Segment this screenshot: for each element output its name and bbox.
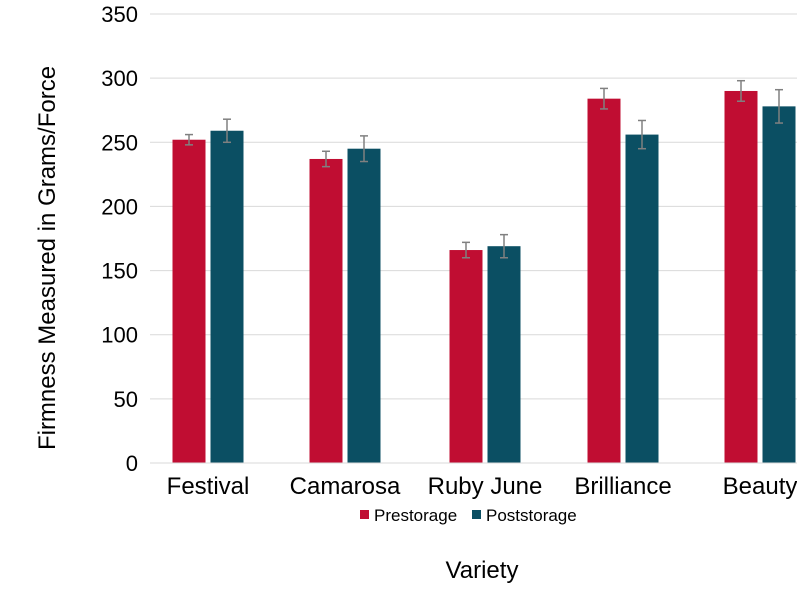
y-axis-title: Firmness Measured in Grams/Force xyxy=(34,66,61,450)
x-tick-label: Brilliance xyxy=(574,473,671,500)
bar-prestorage-beauty xyxy=(724,90,758,463)
bars xyxy=(172,90,796,464)
error-bar xyxy=(322,150,330,168)
legend-swatch xyxy=(472,510,481,519)
bar-poststorage-festival xyxy=(210,130,244,464)
y-tick-label: 0 xyxy=(126,451,138,476)
error-bar xyxy=(600,87,608,110)
error-bar xyxy=(185,133,193,146)
y-axis-ticks: 0 50 100 150 200 250 300 350 xyxy=(101,2,138,476)
y-tick-label: 250 xyxy=(101,130,138,155)
y-tick-label: 50 xyxy=(114,387,138,412)
bar-prestorage-festival xyxy=(172,139,206,463)
error-bar xyxy=(737,79,745,102)
legend-label: Prestorage xyxy=(374,506,457,525)
y-tick-label: 150 xyxy=(101,259,138,284)
legend-item-prestorage: Prestorage xyxy=(360,506,457,525)
error-bar xyxy=(500,233,508,259)
error-bar xyxy=(775,88,783,124)
bar-poststorage-ruby-june xyxy=(487,246,521,463)
x-tick-label: Ruby June xyxy=(428,473,543,500)
y-tick-label: 200 xyxy=(101,194,138,219)
bar-prestorage-ruby-june xyxy=(449,250,483,463)
x-axis-title: Variety xyxy=(446,557,519,584)
error-bar xyxy=(360,135,368,163)
x-tick-label: Camarosa xyxy=(290,473,401,500)
bar-poststorage-beauty xyxy=(762,106,796,463)
legend: Prestorage Poststorage xyxy=(360,506,577,525)
bar-prestorage-camarosa xyxy=(309,158,343,463)
error-bar xyxy=(223,118,231,144)
y-tick-label: 350 xyxy=(101,2,138,27)
legend-label: Poststorage xyxy=(486,506,577,525)
x-tick-label: Festival xyxy=(167,473,250,500)
legend-swatch xyxy=(360,510,369,519)
error-bars xyxy=(185,79,783,259)
bar-prestorage-brilliance xyxy=(587,98,621,463)
y-tick-label: 300 xyxy=(101,66,138,91)
legend-item-poststorage: Poststorage xyxy=(472,506,577,525)
y-tick-label: 100 xyxy=(101,323,138,348)
bar-poststorage-brilliance xyxy=(625,134,659,464)
error-bar xyxy=(462,241,470,259)
bar-poststorage-camarosa xyxy=(347,148,381,463)
error-bar xyxy=(638,119,646,150)
x-axis-ticks: Festival Camarosa Ruby June Brilliance Beaut… xyxy=(167,473,797,500)
x-tick-label: Beauty xyxy=(723,473,797,500)
